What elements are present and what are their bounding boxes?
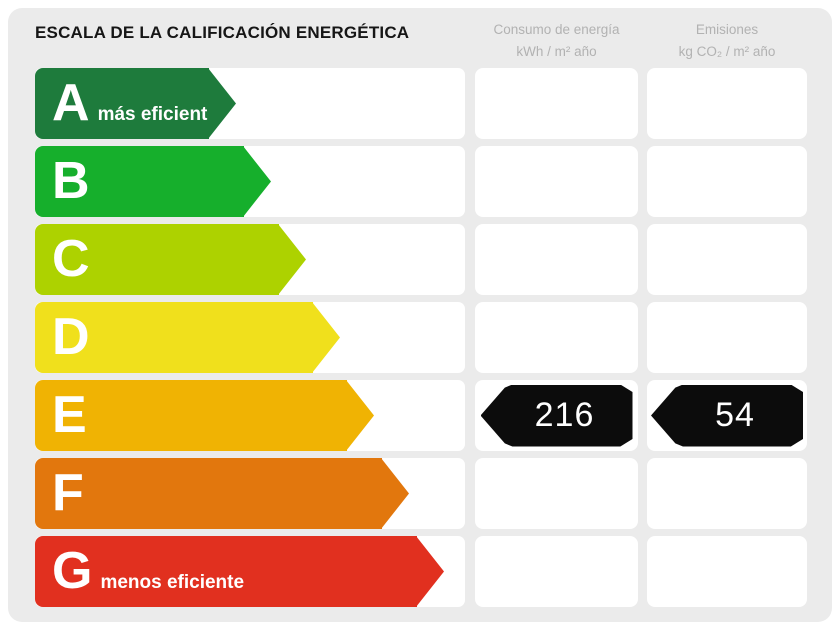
rating-bar: D xyxy=(35,302,340,373)
emisiones-header-unit: kg CO₂ / m² año xyxy=(678,43,776,59)
consumo-header-unit: kWh / m² año xyxy=(516,43,597,59)
column-header-emisiones: Emisiones kg CO₂ / m² año xyxy=(647,19,807,62)
emisiones-value-badge: 54 xyxy=(651,384,803,447)
rating-bar: F xyxy=(35,458,409,529)
consumo-value-badge: 216 xyxy=(480,384,633,447)
consumo-cell xyxy=(475,224,638,295)
emisiones-cell: 54 xyxy=(647,380,807,451)
rating-letter: F xyxy=(52,464,84,522)
consumo-value: 216 xyxy=(534,396,595,434)
bar-arrow-tip-icon xyxy=(416,536,444,607)
emisiones-cell xyxy=(647,68,807,139)
rating-bar-label: más eficiente xyxy=(97,104,218,125)
bar-arrow-tip-icon xyxy=(278,224,306,295)
consumo-cell xyxy=(475,302,638,373)
emisiones-cell xyxy=(647,146,807,217)
rating-letter: B xyxy=(52,152,90,210)
rating-letter: E xyxy=(52,386,87,444)
scale-row: B xyxy=(35,146,807,217)
rating-bar-label: menos eficiente xyxy=(100,572,245,593)
scale-rows: A más eficiente B C xyxy=(35,68,807,607)
bar-track: D xyxy=(35,302,465,373)
rating-letter: A xyxy=(52,74,90,132)
emisiones-cell xyxy=(647,458,807,529)
rating-bar: B xyxy=(35,146,271,217)
consumo-cell: 216 xyxy=(475,380,638,451)
scale-row: D xyxy=(35,302,807,373)
bar-arrow-tip-icon xyxy=(312,302,340,373)
emisiones-cell xyxy=(647,302,807,373)
column-header-consumo: Consumo de energía kWh / m² año xyxy=(475,19,638,62)
rating-bar: G menos eficiente xyxy=(35,536,444,607)
emisiones-header-label: Emisiones xyxy=(695,22,759,37)
bar-arrow-tip-icon xyxy=(381,458,409,529)
bar-arrow-tip-icon xyxy=(346,380,374,451)
rating-bar: C xyxy=(35,224,306,295)
rating-letter: D xyxy=(52,308,90,366)
consumo-cell xyxy=(475,458,638,529)
consumo-cell xyxy=(475,68,638,139)
bar-arrow-tip-icon xyxy=(243,146,271,217)
energy-scale-panel: ESCALA DE LA CALIFICACIÓN ENERGÉTICA Con… xyxy=(8,8,832,622)
scale-row: G menos eficiente xyxy=(35,536,807,607)
bar-track: F xyxy=(35,458,465,529)
consumo-cell xyxy=(475,146,638,217)
bar-track: E xyxy=(35,380,465,451)
bar-track: A más eficiente xyxy=(35,68,465,139)
bar-track: B xyxy=(35,146,465,217)
scale-row: C xyxy=(35,224,807,295)
bar-arrow-tip-icon xyxy=(208,68,236,139)
scale-row: E 216 54 xyxy=(35,380,807,451)
rating-letter: G xyxy=(52,542,93,600)
emisiones-value: 54 xyxy=(715,396,755,434)
emisiones-cell xyxy=(647,536,807,607)
consumo-cell xyxy=(475,536,638,607)
bar-track: G menos eficiente xyxy=(35,536,465,607)
scale-row: A más eficiente xyxy=(35,68,807,139)
emisiones-cell xyxy=(647,224,807,295)
scale-row: F xyxy=(35,458,807,529)
rating-letter: C xyxy=(52,230,90,288)
rating-bar: E xyxy=(35,380,374,451)
bar-track: C xyxy=(35,224,465,295)
consumo-header-label: Consumo de energía xyxy=(493,22,620,37)
rating-bar: A más eficiente xyxy=(35,68,236,139)
page-title: ESCALA DE LA CALIFICACIÓN ENERGÉTICA xyxy=(35,23,410,42)
